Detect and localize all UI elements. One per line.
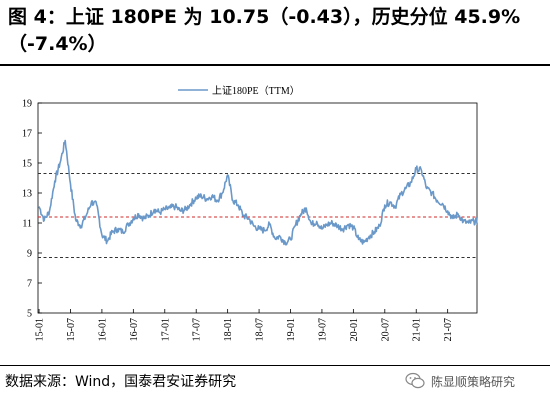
source-divider (0, 365, 550, 366)
x-tick-label: 15-01 (35, 318, 46, 341)
x-tick-label: 16-07 (129, 318, 140, 341)
legend-label: 上证180PE（TTM） (212, 85, 300, 97)
x-tick-label: 15-07 (66, 318, 77, 341)
x-tick-label: 18-01 (223, 318, 234, 341)
x-tick-label: 20-07 (380, 318, 391, 341)
y-tick-label: 19 (22, 99, 32, 110)
x-tick-label: 18-07 (255, 318, 266, 341)
x-tick-label: 21-01 (412, 318, 423, 341)
y-axis: 5 7 9 11 13 15 17 19 (22, 99, 42, 320)
x-tick-label: 17-01 (160, 318, 171, 341)
x-tick-label: 21-07 (443, 318, 454, 341)
figure-title: 图 4：上证 180PE 为 10.75（-0.43），历史分位 45.9%（-… (8, 6, 521, 55)
reference-lines (38, 172, 477, 259)
title-divider (0, 64, 550, 66)
y-tick-label: 13 (22, 189, 32, 200)
y-tick-label: 15 (22, 159, 32, 170)
y-tick-label: 17 (22, 129, 32, 140)
y-tick-label: 7 (27, 279, 32, 290)
x-tick-label: 19-01 (286, 318, 297, 341)
plot-area-frame (37, 102, 478, 314)
watermark-text: 陈显顺策略研究 (431, 374, 516, 389)
x-tick-label: 16-01 (97, 318, 108, 341)
watermark: 陈显顺策略研究 (405, 370, 515, 392)
x-tick-label: 19-07 (317, 318, 328, 341)
series-line-pe (38, 139, 479, 246)
x-tick-label: 20-01 (349, 318, 360, 341)
x-tick-label: 17-07 (192, 318, 203, 341)
x-axis: 15-01 15-07 16-01 16-07 17-01 17-07 18-01 18-07… (35, 309, 454, 341)
y-tick-label: 11 (22, 219, 32, 230)
y-tick-label: 9 (27, 249, 32, 260)
source-note: 数据来源：Wind，国泰君安证券研究 (5, 374, 237, 390)
legend: 上证180PE（TTM） (178, 85, 300, 97)
wechat-icon (405, 372, 425, 389)
y-tick-label: 5 (27, 309, 32, 320)
